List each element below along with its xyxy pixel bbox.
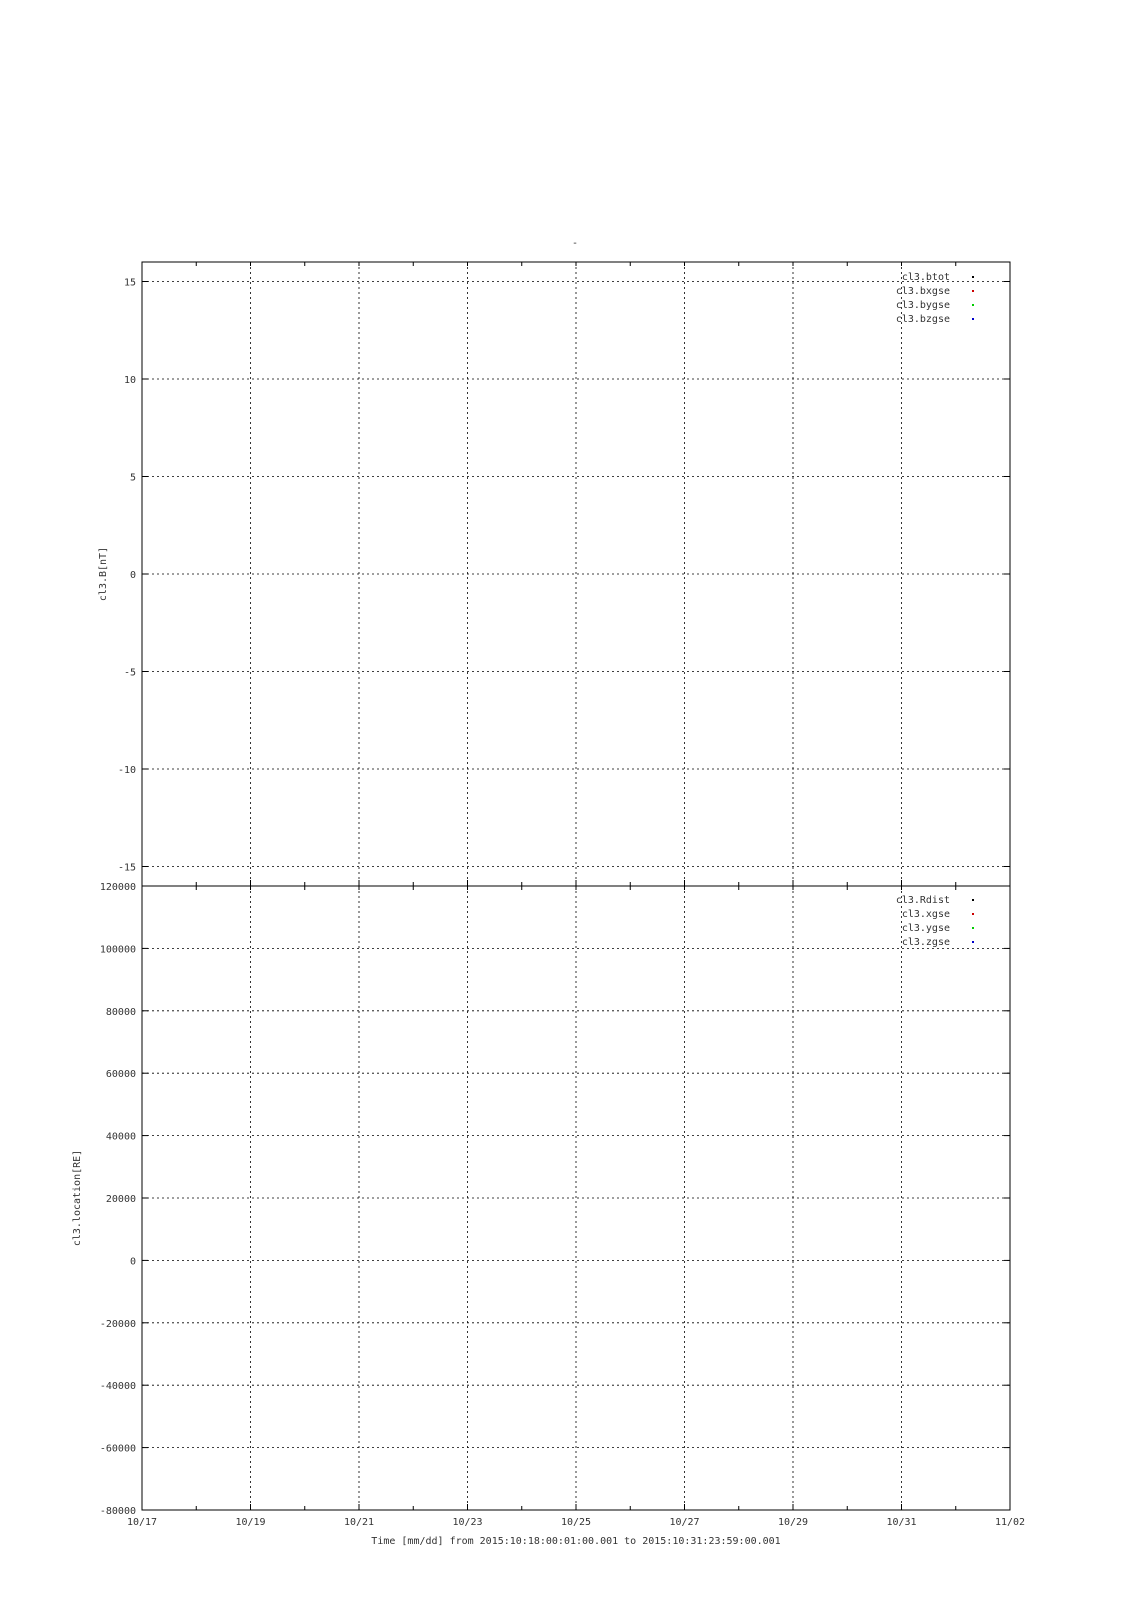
- y-tick-label: 60000: [106, 1069, 136, 1080]
- y-tick-label: -20000: [100, 1319, 136, 1330]
- y-tick-label: -15: [118, 863, 136, 874]
- b-panel-y-label: cl3.B[nT]: [98, 547, 109, 601]
- legend-swatch: [972, 941, 974, 943]
- y-tick-label: 0: [130, 1256, 136, 1267]
- magnetic-field-panel: -15 -10 -5 0 5 10 15 cl3.B[nT] cl3.btot cl3.bxg…: [98, 261, 1011, 887]
- location-panel-grid: [141, 886, 1011, 1510]
- y-tick-label: 20000: [106, 1194, 136, 1205]
- x-tick-label: 10/19: [235, 1517, 265, 1528]
- legend-swatch: [972, 276, 974, 278]
- y-tick-label: 10: [124, 375, 136, 386]
- b-panel-legend: cl3.btot cl3.bxgse cl3.bygse cl3.bzgse: [896, 272, 974, 325]
- legend-swatch: [972, 913, 974, 915]
- y-tick-label: 40000: [106, 1132, 136, 1143]
- x-tick-label: 10/31: [886, 1517, 916, 1528]
- legend-label: cl3.btot: [902, 272, 950, 283]
- legend-swatch: [972, 899, 974, 901]
- x-tick-label: 10/25: [561, 1517, 591, 1528]
- x-tick-label: 10/17: [127, 1517, 157, 1528]
- x-tick-label: 10/21: [344, 1517, 374, 1528]
- legend-swatch: [972, 290, 974, 292]
- y-tick-label: 120000: [100, 882, 136, 893]
- location-panel-y-label: cl3.location[RE]: [72, 1150, 83, 1246]
- x-axis-label: Time [mm/dd] from 2015:10:18:00:01:00.00…: [371, 1536, 780, 1547]
- legend-swatch: [972, 304, 974, 306]
- y-tick-label: -60000: [100, 1444, 136, 1455]
- legend-label: cl3.ygse: [902, 923, 950, 934]
- location-panel: -80000 -60000 -40000 -20000 0 20000 40000 60000…: [72, 882, 1011, 1517]
- legend-label: cl3.Rdist: [896, 895, 950, 906]
- y-tick-label: 15: [124, 278, 136, 289]
- legend-label: cl3.xgse: [902, 909, 950, 920]
- legend-label: cl3.bxgse: [896, 286, 950, 297]
- legend-label: cl3.bygse: [896, 300, 950, 311]
- y-tick-label: 0: [130, 570, 136, 581]
- x-axis-ticks: 10/17 10/19 10/21 10/23 10/25 10/27 10/29 10/31…: [127, 880, 1025, 1528]
- b-panel-grid: [141, 262, 1011, 886]
- y-tick-label: -5: [124, 668, 136, 679]
- figure-top-title: -: [572, 238, 578, 249]
- legend-label: cl3.zgse: [902, 937, 950, 948]
- legend-swatch: [972, 927, 974, 929]
- x-tick-label: 10/27: [669, 1517, 699, 1528]
- location-panel-legend: cl3.Rdist cl3.xgse cl3.ygse cl3.zgse: [896, 895, 974, 948]
- y-tick-label: 80000: [106, 1007, 136, 1018]
- x-tick-label: 10/23: [452, 1517, 482, 1528]
- y-tick-label: -10: [118, 765, 136, 776]
- x-tick-label: 11/02: [995, 1517, 1025, 1528]
- b-panel-y-ticks: -15 -10 -5 0 5 10 15: [118, 278, 1010, 874]
- y-tick-label: -80000: [100, 1506, 136, 1517]
- y-tick-label: -40000: [100, 1381, 136, 1392]
- x-tick-label: 10/29: [778, 1517, 808, 1528]
- location-panel-y-ticks: -80000 -60000 -40000 -20000 0 20000 40000 60000…: [100, 882, 1010, 1517]
- legend-swatch: [972, 318, 974, 320]
- y-tick-label: 100000: [100, 944, 136, 955]
- legend-label: cl3.bzgse: [896, 314, 950, 325]
- y-tick-label: 5: [130, 473, 136, 484]
